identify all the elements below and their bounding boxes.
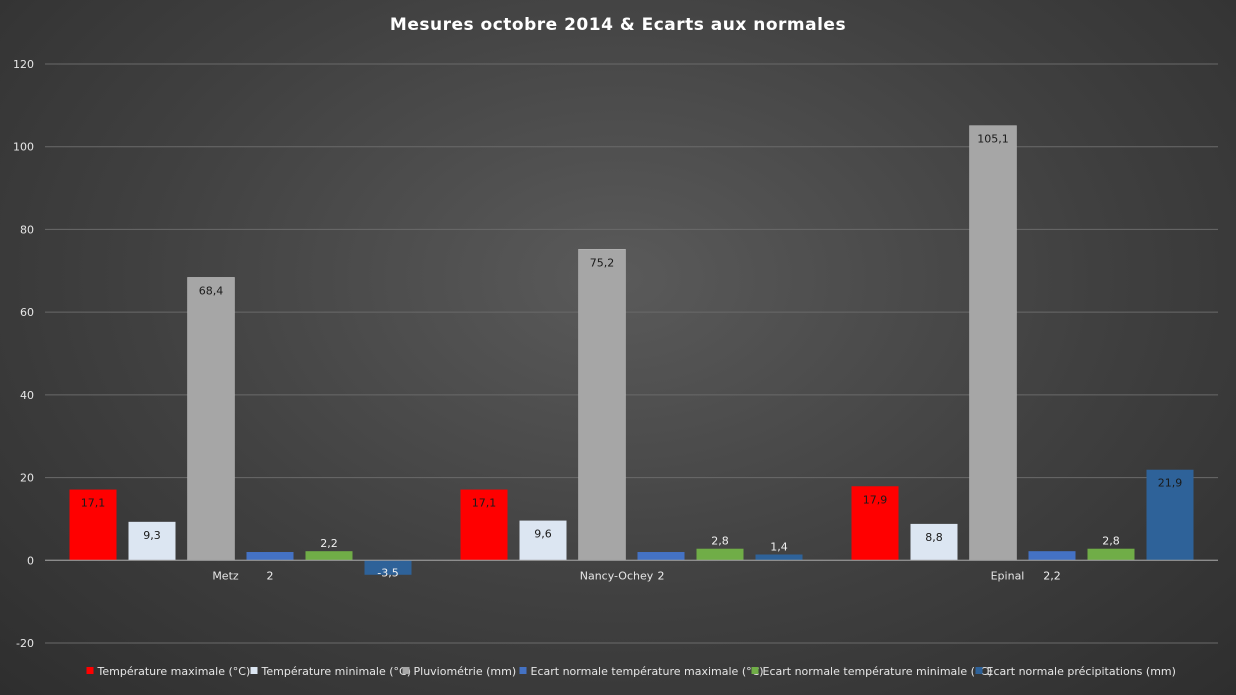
data-label: 75,2 (590, 256, 615, 269)
data-label: 2,2 (1043, 569, 1061, 582)
legend-swatch (519, 667, 527, 674)
legend-label: Température maximale (°C) (97, 665, 251, 678)
bar (128, 521, 176, 561)
legend-swatch (402, 667, 410, 674)
legend-label: Ecart normale température maximale (°C) (531, 665, 764, 678)
data-label: 1,4 (770, 540, 788, 553)
bar (1146, 469, 1194, 561)
chart-title: Mesures octobre 2014 & Ecarts aux normal… (390, 15, 846, 35)
bar (969, 125, 1017, 561)
data-label: 105,1 (977, 133, 1009, 146)
bar (460, 489, 508, 561)
legend: Température maximale (°C) Température min… (86, 665, 1176, 678)
bars (69, 125, 1194, 575)
data-label: 2,8 (1102, 535, 1120, 548)
bar (1087, 548, 1135, 561)
category-label: Nancy-Ochey (580, 569, 654, 582)
y-tick-label: 60 (20, 306, 34, 319)
y-tick-label: -20 (16, 637, 34, 650)
data-label: 2 (267, 569, 274, 582)
bar (364, 560, 412, 575)
legend-label: Température minimale (°C) (261, 665, 412, 678)
bar (910, 523, 958, 561)
category-label: Epinal (991, 569, 1025, 582)
category-label: Metz (212, 569, 239, 582)
y-tick-label: 0 (27, 554, 34, 567)
data-label: -3,5 (377, 566, 398, 579)
legend-label: Ecart normale précipitations (mm) (987, 665, 1176, 678)
bar (637, 552, 685, 561)
legend-swatch (250, 667, 258, 674)
data-label: 2,8 (711, 535, 729, 548)
data-label: 21,9 (1158, 477, 1183, 490)
bar (578, 249, 626, 561)
bar (519, 520, 567, 561)
y-axis-ticks: -20 0 20 40 60 80 100 120 (13, 58, 34, 650)
data-label: 2,2 (320, 537, 338, 550)
data-label: 9,3 (143, 529, 161, 542)
category-labels: Metz Nancy-Ochey Epinal (212, 569, 1024, 582)
data-label: 17,1 (472, 497, 497, 510)
data-label: 8,8 (925, 531, 943, 544)
bar (305, 551, 353, 561)
bar (696, 548, 744, 561)
data-label: 68,4 (199, 284, 224, 297)
y-tick-label: 100 (13, 141, 34, 154)
y-tick-label: 120 (13, 58, 34, 71)
legend-label: Pluviométrie (mm) (414, 665, 517, 678)
bar (1028, 551, 1076, 561)
data-label: 17,9 (863, 493, 888, 506)
bar (851, 486, 899, 561)
y-tick-label: 20 (20, 472, 34, 485)
bar (755, 554, 803, 561)
legend-swatch (975, 667, 983, 674)
y-tick-label: 40 (20, 389, 34, 402)
bar (187, 277, 235, 561)
bar (246, 552, 294, 561)
data-label: 2 (658, 569, 665, 582)
data-label: 17,1 (81, 497, 106, 510)
data-label: 9,6 (534, 528, 552, 541)
legend-label: Ecart normale température minimale (°C) (763, 665, 993, 678)
legend-swatch (751, 667, 759, 674)
data-labels: 17,1 9,3 68,4 2 2,2 -3,5 17,1 9,6 75,2 2 2,8 1,4 17,… (81, 133, 1183, 583)
bar (69, 489, 117, 561)
legend-swatch (86, 667, 94, 674)
y-tick-label: 80 (20, 223, 34, 236)
